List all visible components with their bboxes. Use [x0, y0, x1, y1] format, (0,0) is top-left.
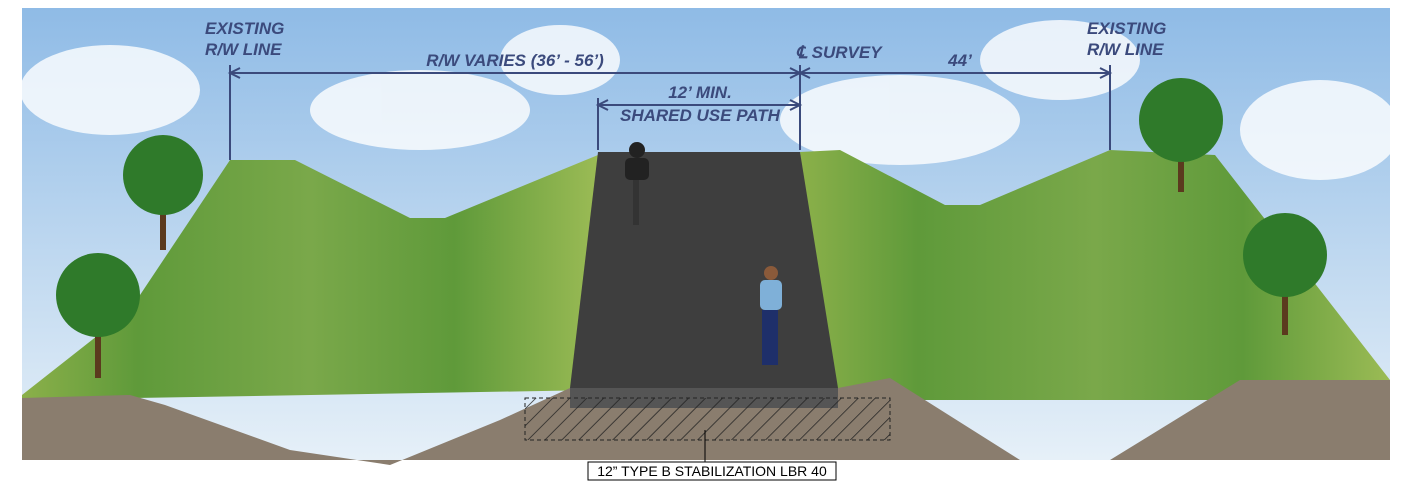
survey-label: ℄ SURVEY	[796, 43, 883, 62]
stabilization-label: 12” TYPE B STABILIZATION LBR 40	[597, 463, 827, 479]
right-rw-label: EXISTING	[1087, 19, 1166, 38]
path-surface	[570, 152, 838, 388]
left-rw-label: R/W LINE	[205, 40, 282, 59]
stabilization-area	[525, 398, 890, 440]
cross-section: EXISTING R/W LINE R/W VARIES (36’ - 56’)…	[0, 0, 1402, 487]
rw-varies-label: R/W VARIES (36’ - 56’)	[426, 51, 604, 70]
path-width-label: SHARED USE PATH	[620, 106, 781, 125]
right-rw-label: R/W LINE	[1087, 40, 1164, 59]
left-rw-label: EXISTING	[205, 19, 284, 38]
path-width-label: 12’ MIN.	[668, 83, 732, 102]
right-dim-label: 44’	[947, 51, 972, 70]
